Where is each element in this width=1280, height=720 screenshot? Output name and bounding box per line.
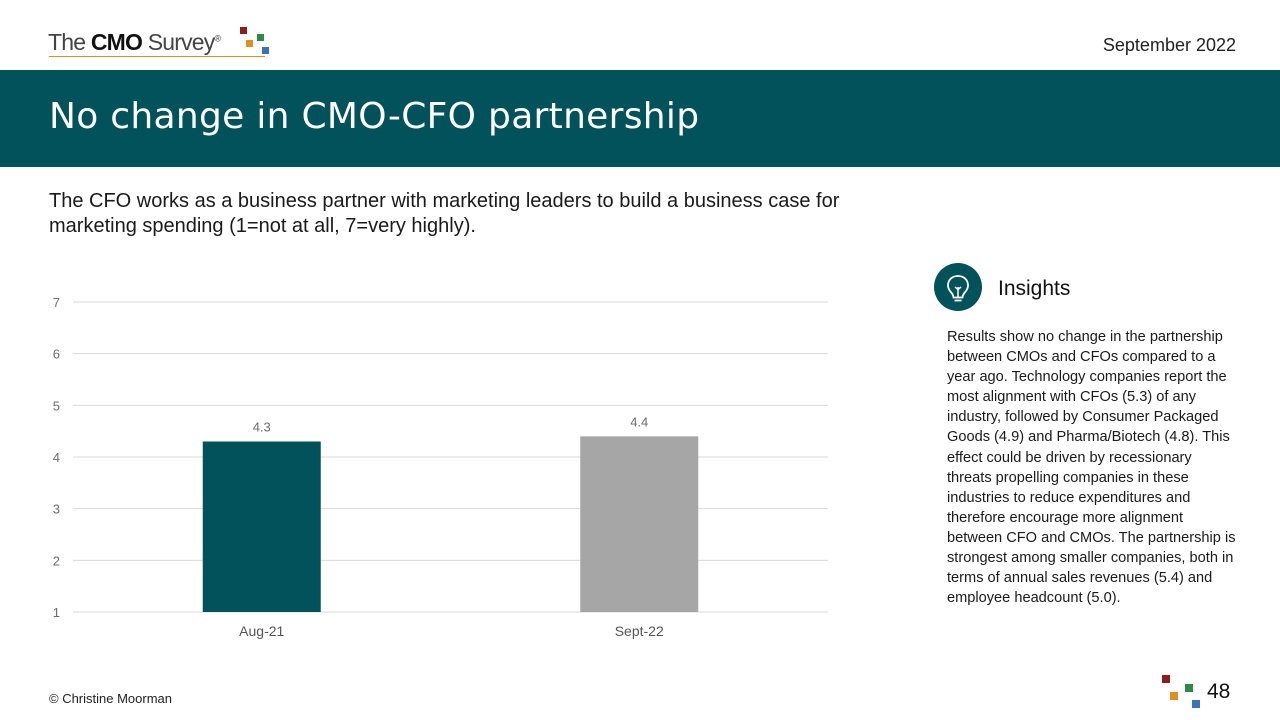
logo-square-green <box>257 34 264 41</box>
bar-data-label: 4.3 <box>253 420 271 435</box>
logo-word-survey: Survey <box>147 29 216 55</box>
page-number: 48 <box>1207 680 1231 703</box>
bar <box>580 436 699 612</box>
y-tick-label: 1 <box>53 605 60 620</box>
title-banner <box>0 70 1280 167</box>
bar <box>202 441 321 612</box>
y-tick-label: 5 <box>53 398 60 413</box>
page-title: No change in CMO-CFO partnership <box>49 96 700 137</box>
cmo-survey-logo: The CMO Survey® <box>48 26 278 60</box>
x-category-label: Aug-21 <box>239 623 284 639</box>
logo-word-the: The <box>48 29 86 55</box>
logo-square-orange <box>246 40 253 47</box>
insights-text: Results show no change in the partnershi… <box>947 329 1236 607</box>
chart-question: The CFO works as a business partner with… <box>49 190 840 237</box>
logo-word-cmo: CMO <box>90 29 143 55</box>
bar-data-label: 4.4 <box>630 414 648 429</box>
lightbulb-icon <box>934 263 982 311</box>
y-tick-label: 6 <box>53 347 60 362</box>
insights-heading: Insights <box>998 277 1071 300</box>
logo-square-red <box>240 27 247 34</box>
logo-underline <box>49 56 265 57</box>
logo-registered-mark: ® <box>214 33 221 44</box>
logo-wordmark: The CMO Survey® <box>48 29 221 56</box>
bar-chart: 1 2 3 4 5 6 7 4.3 Aug-21 4.4 Sept-22 <box>53 295 828 639</box>
y-tick-label: 4 <box>53 450 60 465</box>
footer-logo-mark <box>1162 675 1200 708</box>
report-date: September 2022 <box>1102 35 1236 55</box>
x-category-label: Sept-22 <box>615 623 664 639</box>
y-tick-label: 3 <box>53 502 60 517</box>
logo-square-blue <box>262 47 269 54</box>
y-tick-label: 2 <box>53 553 60 568</box>
y-tick-label: 7 <box>53 295 60 310</box>
copyright-footer: © Christine Moorman <box>49 691 173 706</box>
